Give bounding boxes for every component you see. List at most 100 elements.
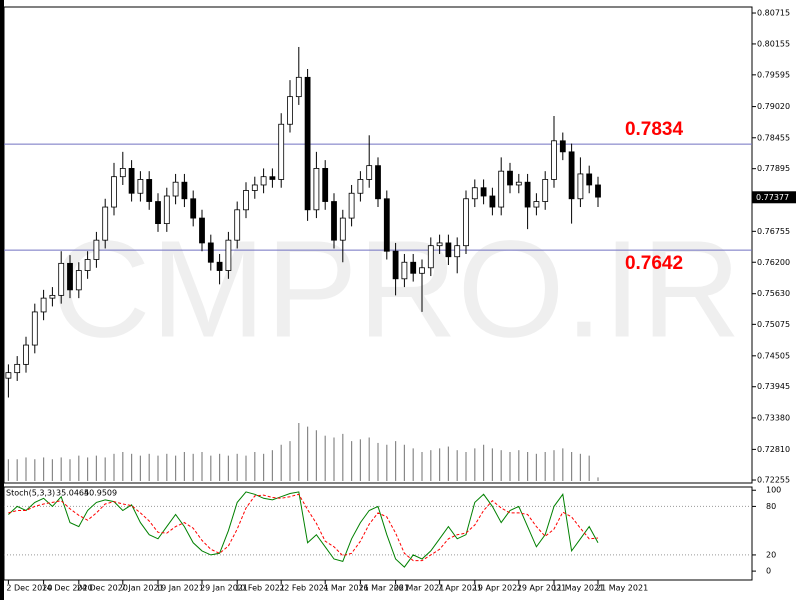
candle-body [119, 168, 126, 178]
stoch-panel-frame [3, 486, 753, 581]
y-tick-label: 0.72255 [757, 476, 790, 485]
x-tick-label: 16 Mar 2021 [358, 584, 409, 593]
current-price-label: 0.77377 [756, 193, 789, 202]
candle-body [427, 245, 434, 269]
volume-bar [254, 452, 256, 481]
candle-body [410, 261, 417, 274]
candle-body [586, 173, 593, 186]
y-tick-label: 0 [766, 567, 771, 576]
volume-bar [78, 455, 80, 481]
volume-bar [183, 452, 185, 481]
y-tick-label: 0.79020 [757, 102, 790, 111]
candle-body [322, 168, 329, 202]
candle-body [595, 184, 601, 198]
volume-bar [87, 457, 89, 481]
volume-bar [395, 441, 397, 481]
stoch-signal-value: 40.9509 [84, 489, 117, 498]
x-tick-label: 19 Jan 2021 [156, 584, 204, 593]
volume-bar [113, 453, 115, 481]
volume-bar [324, 435, 326, 481]
volume-bar [60, 457, 62, 481]
left-edge [0, 0, 4, 600]
volume-bar [315, 430, 317, 481]
candle-body [524, 181, 531, 208]
candle-body [84, 259, 91, 271]
volume-bar [588, 455, 590, 481]
candle-body [542, 179, 549, 202]
y-tick-label: 0.75630 [757, 289, 790, 298]
x-tick-label: 7 Apr 2021 [438, 584, 482, 593]
candle-body [243, 190, 249, 211]
y-tick-label: 80 [766, 502, 776, 511]
candle-body [163, 195, 170, 225]
stoch-title: Stoch(5,3,3) [6, 489, 55, 498]
candle-body [14, 363, 21, 374]
volume-bar [421, 452, 423, 481]
volume-bar [139, 455, 141, 481]
x-tick-label: 21 May 2021 [596, 584, 648, 593]
volume-bar [25, 457, 27, 481]
candle-body [23, 344, 29, 365]
volume-bar [69, 459, 71, 481]
level-label: 0.7834 [625, 119, 684, 140]
y-tick-label: 100 [766, 486, 781, 495]
volume-bar [535, 453, 537, 481]
y-tick-label: 20 [766, 550, 776, 559]
y-tick-label: 0.76200 [757, 258, 790, 267]
candle-body [463, 198, 469, 247]
x-tick-label: 29 Jan 2021 [200, 584, 248, 593]
volume-bar [166, 453, 168, 481]
main-panel-frame [3, 6, 753, 484]
volume-bar [298, 423, 300, 481]
x-tick-label: 29 Apr 2021 [517, 584, 566, 593]
candle-body [102, 206, 109, 241]
y-tick-label: 0.73380 [757, 413, 790, 422]
candle-body [392, 250, 399, 280]
candle-body [111, 176, 117, 208]
candle-body [172, 181, 179, 197]
x-tick-label: 19 Apr 2021 [473, 584, 522, 593]
volume-bar [359, 439, 361, 481]
volume-bar [579, 453, 581, 481]
volume-bar [192, 453, 194, 481]
volume-bar [351, 441, 353, 481]
y-tick-label: 0.80715 [757, 9, 790, 18]
x-tick-label: 7 Jan 2021 [121, 584, 164, 593]
candle-body [559, 140, 566, 153]
x-tick-label: 26 Mar 2021 [394, 584, 445, 593]
candle-body [295, 76, 302, 98]
volume-bar [474, 448, 476, 481]
volume-bar [430, 450, 432, 481]
candle-body [533, 201, 540, 208]
volume-bar [219, 453, 221, 481]
candle-body [480, 187, 487, 197]
volume-bar [16, 459, 18, 481]
volume-bar [544, 452, 546, 481]
y-tick-label: 0.74505 [757, 351, 790, 360]
candle-body [489, 195, 496, 208]
candle-body [515, 181, 522, 186]
y-tick-label: 0.75075 [757, 320, 790, 329]
volume-bar [377, 442, 379, 481]
x-tick-label: 4 Mar 2021 [323, 584, 369, 593]
y-tick-label: 0.73945 [757, 382, 790, 391]
candle-body [348, 192, 355, 219]
candle-body [471, 187, 478, 200]
y-tick-label: 0.80155 [757, 39, 790, 48]
candle-body [507, 170, 513, 186]
volume-bar [245, 455, 247, 481]
volume-bar [201, 452, 203, 481]
candle-body [577, 173, 584, 200]
candle-body [568, 151, 575, 200]
volume-bar [368, 437, 370, 481]
volume-bar [333, 437, 335, 481]
candle-body [339, 217, 346, 241]
level-label: 0.7642 [625, 253, 683, 274]
candle-body [75, 270, 82, 291]
candle-body [181, 181, 188, 200]
volume-bar [553, 450, 555, 481]
candle-body [40, 297, 47, 313]
volume-bar [131, 453, 133, 481]
candle-body [146, 179, 153, 202]
